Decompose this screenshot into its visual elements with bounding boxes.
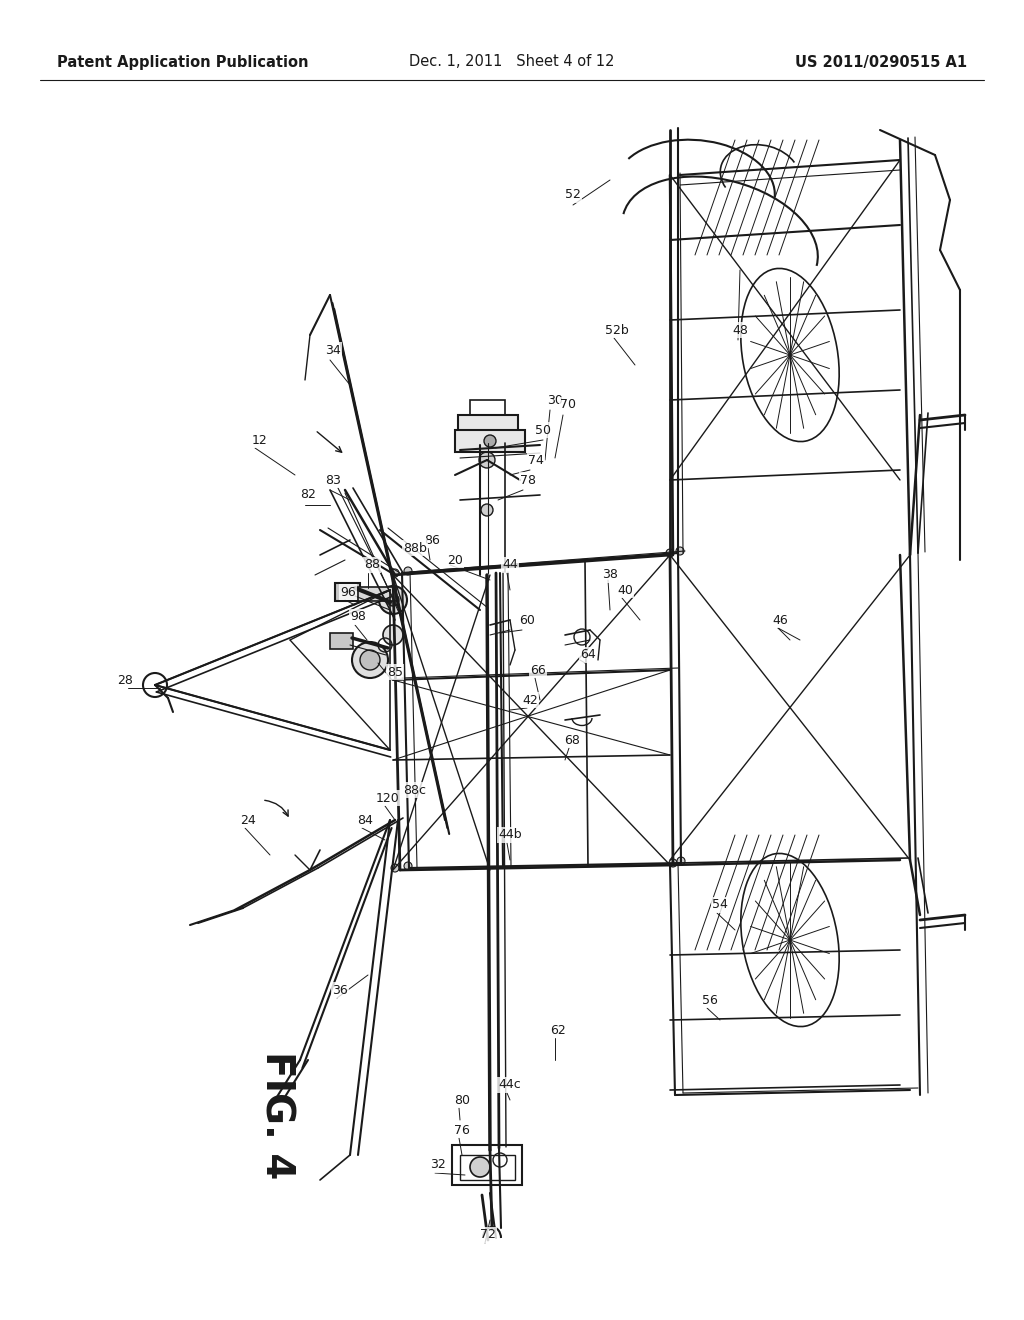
Circle shape <box>360 649 380 671</box>
Circle shape <box>391 865 399 873</box>
Text: 82: 82 <box>300 488 316 502</box>
Circle shape <box>391 569 399 577</box>
Text: Dec. 1, 2011   Sheet 4 of 12: Dec. 1, 2011 Sheet 4 of 12 <box>410 54 614 70</box>
Text: 48: 48 <box>732 323 748 337</box>
Text: 60: 60 <box>519 614 535 627</box>
Text: 64: 64 <box>581 648 596 661</box>
Text: 68: 68 <box>564 734 580 747</box>
Text: 54: 54 <box>712 899 728 912</box>
Text: 38: 38 <box>602 569 617 582</box>
Text: 96: 96 <box>340 586 356 598</box>
Text: 24: 24 <box>240 813 256 826</box>
Text: 120: 120 <box>376 792 400 804</box>
Circle shape <box>484 436 496 447</box>
Text: FIG. 4: FIG. 4 <box>257 1051 296 1180</box>
Circle shape <box>481 504 493 516</box>
Text: 46: 46 <box>772 614 787 627</box>
Text: 88: 88 <box>364 558 380 572</box>
Text: 44b: 44b <box>499 829 522 842</box>
Circle shape <box>383 624 403 645</box>
Circle shape <box>470 1158 490 1177</box>
Text: 40: 40 <box>617 583 633 597</box>
Text: 98: 98 <box>350 610 366 623</box>
Text: 52b: 52b <box>605 323 629 337</box>
Text: 76: 76 <box>454 1123 470 1137</box>
Text: 83: 83 <box>325 474 341 487</box>
Bar <box>458 414 518 450</box>
Text: 70: 70 <box>560 399 575 412</box>
Text: 12: 12 <box>252 433 268 446</box>
Text: 20: 20 <box>447 553 463 566</box>
Circle shape <box>387 594 399 606</box>
Text: 78: 78 <box>520 474 536 487</box>
Text: 88c: 88c <box>403 784 427 796</box>
Text: 86: 86 <box>424 533 440 546</box>
Text: 80: 80 <box>454 1093 470 1106</box>
Text: 50: 50 <box>535 424 551 437</box>
Text: 44: 44 <box>502 558 518 572</box>
Text: 74: 74 <box>528 454 544 466</box>
Text: US 2011/0290515 A1: US 2011/0290515 A1 <box>795 54 967 70</box>
Circle shape <box>379 586 407 614</box>
Bar <box>330 634 353 649</box>
Circle shape <box>404 568 412 576</box>
Text: 36: 36 <box>332 983 348 997</box>
Text: Patent Application Publication: Patent Application Publication <box>57 54 308 70</box>
Circle shape <box>676 546 684 554</box>
Circle shape <box>666 549 674 557</box>
Text: 56: 56 <box>702 994 718 1006</box>
Bar <box>452 1144 522 1185</box>
Bar <box>470 400 505 414</box>
Bar <box>460 1155 515 1180</box>
Text: 42: 42 <box>522 693 538 706</box>
Bar <box>455 430 525 451</box>
Text: 66: 66 <box>530 664 546 676</box>
Text: 30: 30 <box>547 393 563 407</box>
Text: 85: 85 <box>387 665 403 678</box>
Text: 62: 62 <box>550 1023 566 1036</box>
Bar <box>335 583 360 601</box>
Text: 88b: 88b <box>403 541 427 554</box>
Circle shape <box>677 857 685 865</box>
Text: 32: 32 <box>430 1159 445 1172</box>
Circle shape <box>352 642 388 678</box>
Text: 52: 52 <box>565 189 581 202</box>
Bar <box>358 587 396 601</box>
Text: 84: 84 <box>357 813 373 826</box>
Text: 44c: 44c <box>499 1078 521 1092</box>
Circle shape <box>404 862 412 870</box>
Circle shape <box>669 859 677 867</box>
Circle shape <box>479 451 495 469</box>
Text: 72: 72 <box>480 1229 496 1242</box>
Text: 34: 34 <box>326 343 341 356</box>
Text: 28: 28 <box>117 673 133 686</box>
